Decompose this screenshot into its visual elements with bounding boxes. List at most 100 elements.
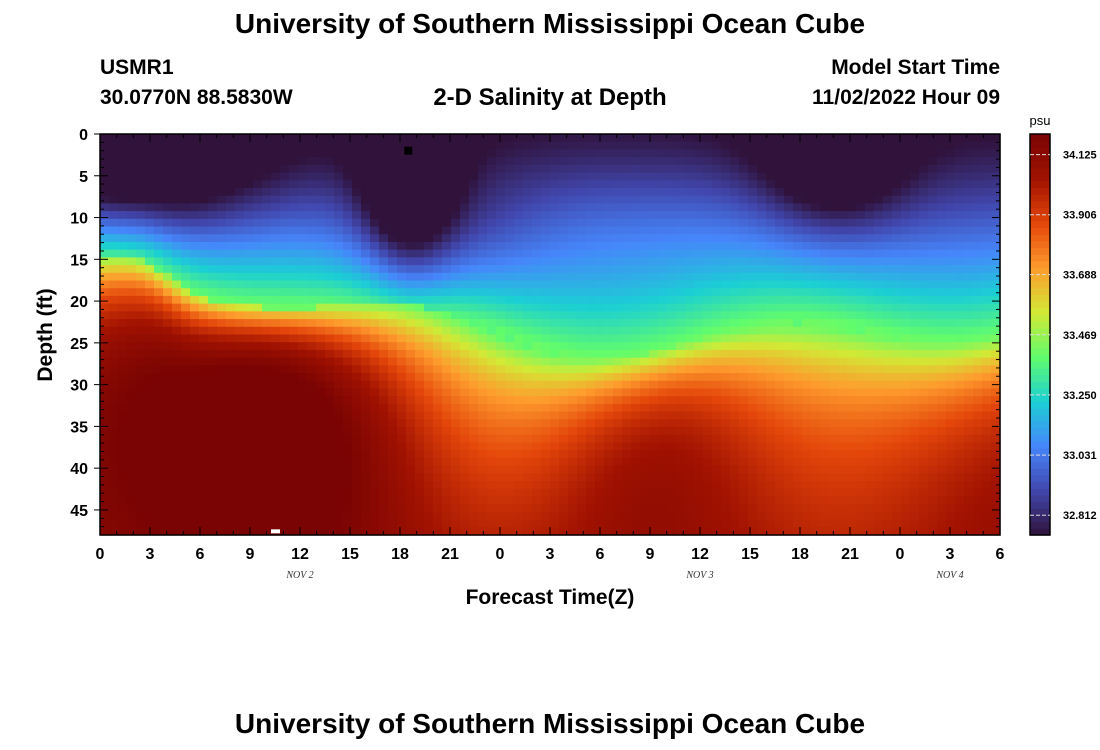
heatmap-cell: [937, 473, 947, 482]
heatmap-cell: [712, 141, 722, 151]
heatmap-cell: [208, 257, 218, 266]
heatmap-cell: [919, 234, 929, 243]
heatmap-cell: [802, 195, 812, 204]
heatmap-cell: [478, 380, 488, 390]
heatmap-cell: [352, 134, 362, 143]
heatmap-cell: [352, 303, 362, 312]
heatmap-cell: [937, 481, 947, 490]
heatmap-cell: [100, 226, 110, 235]
heatmap-cell: [289, 481, 299, 490]
heatmap-cell: [586, 511, 596, 521]
heatmap-cell: [505, 272, 515, 282]
heatmap-cell: [325, 203, 335, 212]
heatmap-cell: [145, 226, 155, 235]
heatmap-cell: [757, 234, 767, 243]
heatmap-cell: [379, 319, 389, 328]
heatmap-cell: [892, 403, 902, 413]
heatmap-cell: [766, 334, 776, 343]
heatmap-cell: [289, 164, 299, 174]
heatmap-cell: [991, 211, 1001, 220]
heatmap-cell: [388, 257, 398, 266]
heatmap-cell: [100, 349, 110, 359]
heatmap-cell: [262, 427, 272, 436]
heatmap-cell: [208, 349, 218, 359]
heatmap-cell: [973, 342, 983, 351]
heatmap-cell: [775, 203, 785, 212]
heatmap-cell: [118, 403, 128, 413]
heatmap-cell: [883, 195, 893, 204]
heatmap-cell: [442, 195, 452, 204]
heatmap-cell: [127, 334, 137, 343]
heatmap-cell: [838, 303, 848, 312]
heatmap-cell: [451, 195, 461, 204]
heatmap-cell: [892, 380, 902, 390]
heatmap-cell: [712, 504, 722, 513]
heatmap-cell: [748, 141, 758, 151]
heatmap-cell: [928, 180, 938, 189]
heatmap-cell: [415, 272, 425, 282]
heatmap-cell: [235, 373, 245, 382]
heatmap-cell: [136, 218, 146, 228]
heatmap-cell: [190, 295, 200, 305]
heatmap-cell: [775, 450, 785, 459]
heatmap-cell: [712, 203, 722, 212]
heatmap-cell: [694, 234, 704, 243]
heatmap-cell: [748, 226, 758, 235]
heatmap-cell: [325, 504, 335, 513]
heatmap-cell: [478, 226, 488, 235]
heatmap-cell: [964, 373, 974, 382]
heatmap-cell: [604, 241, 614, 251]
heatmap-cell: [604, 211, 614, 220]
heatmap-cell: [595, 488, 605, 498]
heatmap-cell: [226, 141, 236, 151]
heatmap-cell: [631, 388, 641, 397]
heatmap-cell: [361, 257, 371, 266]
heatmap-cell: [739, 164, 749, 174]
heatmap-cell: [532, 288, 542, 297]
heatmap-cell: [793, 396, 803, 405]
heatmap-cell: [172, 195, 182, 204]
heatmap-cell: [208, 496, 218, 505]
heatmap-cell: [397, 496, 407, 505]
heatmap-cell: [397, 134, 407, 143]
heatmap-cell: [676, 365, 686, 374]
heatmap-cell: [226, 481, 236, 490]
heatmap-cell: [910, 180, 920, 189]
heatmap-cell: [847, 473, 857, 482]
heatmap-cell: [217, 411, 227, 420]
heatmap-cell: [289, 365, 299, 374]
heatmap-cell: [208, 403, 218, 413]
heatmap-cell: [370, 357, 380, 366]
heatmap-cell: [910, 311, 920, 320]
heatmap-cell: [766, 164, 776, 174]
heatmap-cell: [604, 450, 614, 459]
heatmap-cell: [568, 496, 578, 505]
heatmap-cell: [649, 265, 659, 274]
heatmap-cell: [541, 481, 551, 490]
heatmap-cell: [280, 134, 290, 143]
heatmap-cell: [703, 380, 713, 390]
heatmap-cell: [901, 195, 911, 204]
heatmap-cell: [676, 504, 686, 513]
heatmap-cell: [991, 473, 1001, 482]
heatmap-cell: [109, 288, 119, 297]
heatmap-cell: [802, 157, 812, 166]
heatmap-cell: [847, 457, 857, 467]
heatmap-cell: [442, 427, 452, 436]
heatmap-cell: [325, 319, 335, 328]
heatmap-cell: [487, 195, 497, 204]
heatmap-cell: [811, 380, 821, 390]
heatmap-cell: [964, 488, 974, 498]
heatmap-cell: [478, 280, 488, 289]
heatmap-cell: [865, 249, 875, 258]
heatmap-cell: [892, 311, 902, 320]
heatmap-cell: [334, 419, 344, 428]
heatmap-cell: [946, 465, 956, 474]
heatmap-cell: [370, 211, 380, 220]
heatmap-cell: [640, 311, 650, 320]
heatmap-cell: [262, 396, 272, 405]
heatmap-cell: [784, 257, 794, 266]
heatmap-cell: [289, 450, 299, 459]
heatmap-cell: [163, 488, 173, 498]
heatmap-cell: [226, 218, 236, 228]
